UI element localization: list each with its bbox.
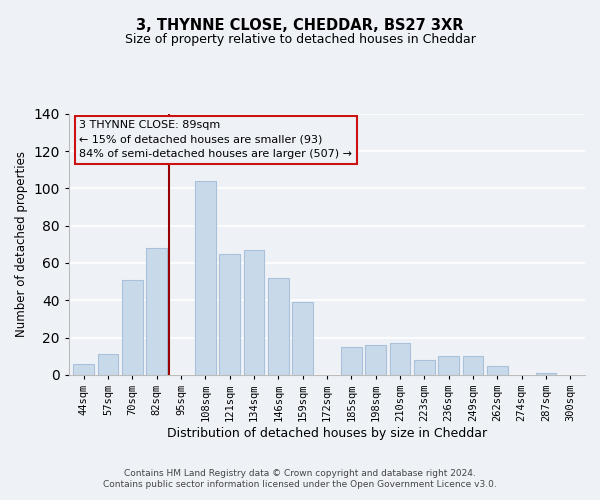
- Bar: [341, 347, 362, 375]
- Text: Contains HM Land Registry data © Crown copyright and database right 2024.: Contains HM Land Registry data © Crown c…: [124, 468, 476, 477]
- Text: 3, THYNNE CLOSE, CHEDDAR, BS27 3XR: 3, THYNNE CLOSE, CHEDDAR, BS27 3XR: [136, 18, 464, 32]
- Text: 3 THYNNE CLOSE: 89sqm
← 15% of detached houses are smaller (93)
84% of semi-deta: 3 THYNNE CLOSE: 89sqm ← 15% of detached …: [79, 120, 352, 159]
- Bar: [98, 354, 118, 375]
- Bar: [146, 248, 167, 375]
- Text: Contains public sector information licensed under the Open Government Licence v3: Contains public sector information licen…: [103, 480, 497, 489]
- Bar: [487, 366, 508, 375]
- Text: Size of property relative to detached houses in Cheddar: Size of property relative to detached ho…: [125, 32, 475, 46]
- Bar: [365, 345, 386, 375]
- Bar: [414, 360, 434, 375]
- Bar: [73, 364, 94, 375]
- Bar: [439, 356, 459, 375]
- Bar: [536, 373, 556, 375]
- Bar: [389, 343, 410, 375]
- Bar: [195, 181, 215, 375]
- Bar: [219, 254, 240, 375]
- Bar: [292, 302, 313, 375]
- Y-axis label: Number of detached properties: Number of detached properties: [15, 152, 28, 338]
- Bar: [463, 356, 484, 375]
- Bar: [268, 278, 289, 375]
- Bar: [244, 250, 264, 375]
- Bar: [122, 280, 143, 375]
- X-axis label: Distribution of detached houses by size in Cheddar: Distribution of detached houses by size …: [167, 427, 487, 440]
